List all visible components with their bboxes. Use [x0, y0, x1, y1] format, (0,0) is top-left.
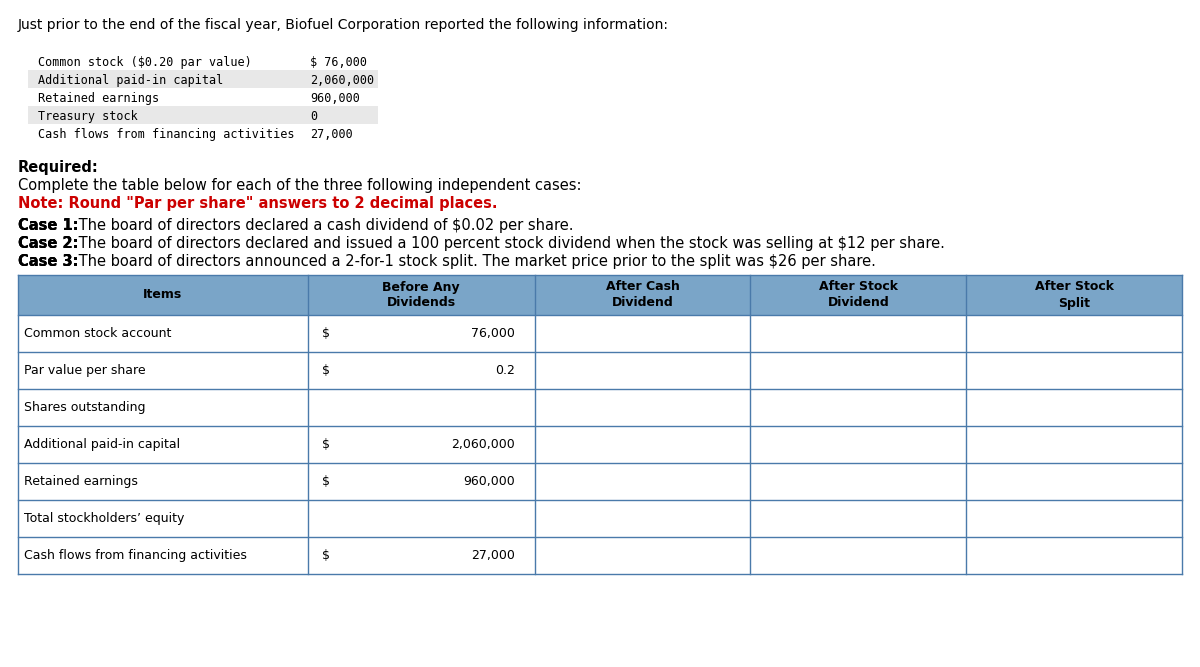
Text: 0.2: 0.2: [494, 364, 515, 377]
Text: Cash flows from financing activities: Cash flows from financing activities: [38, 128, 294, 141]
Text: Shares outstanding: Shares outstanding: [24, 401, 145, 414]
Bar: [28, 124, 378, 142]
Bar: [18, 426, 1182, 463]
Text: The board of directors announced a 2-for-1 stock split. The market price prior t: The board of directors announced a 2-for…: [74, 254, 876, 269]
Text: Additional paid-in capital: Additional paid-in capital: [24, 438, 180, 451]
Bar: [18, 537, 1182, 574]
Text: $: $: [322, 327, 330, 340]
Text: After Stock
Split: After Stock Split: [1034, 281, 1114, 309]
Text: Case 3:: Case 3:: [18, 254, 78, 269]
Text: 27,000: 27,000: [310, 128, 353, 141]
Text: Case 2:: Case 2:: [18, 236, 78, 251]
Text: Treasury stock: Treasury stock: [38, 110, 138, 123]
Text: $: $: [322, 364, 330, 377]
Text: Case 1:: Case 1:: [18, 218, 79, 233]
Text: Retained earnings: Retained earnings: [24, 475, 138, 488]
Bar: [28, 88, 378, 106]
Bar: [18, 389, 1182, 426]
Text: Just prior to the end of the fiscal year, Biofuel Corporation reported the follo: Just prior to the end of the fiscal year…: [18, 18, 670, 32]
Bar: [28, 52, 378, 70]
Text: Required:: Required:: [18, 160, 98, 175]
Bar: [18, 352, 1182, 389]
Text: 960,000: 960,000: [463, 475, 515, 488]
Text: $ 76,000: $ 76,000: [310, 56, 367, 69]
Text: Case 2:: Case 2:: [18, 236, 78, 251]
Text: 27,000: 27,000: [470, 549, 515, 562]
Text: The board of directors declared and issued a 100 percent stock dividend when the: The board of directors declared and issu…: [74, 236, 944, 251]
Text: After Stock
Dividend: After Stock Dividend: [818, 281, 898, 309]
Text: Common stock ($0.20 par value): Common stock ($0.20 par value): [38, 56, 252, 69]
Bar: [18, 275, 1182, 315]
Text: Complete the table below for each of the three following independent cases:: Complete the table below for each of the…: [18, 178, 582, 193]
Text: $: $: [322, 475, 330, 488]
Text: 0: 0: [310, 110, 317, 123]
Text: Case 2:: Case 2:: [18, 236, 78, 251]
Bar: [28, 106, 378, 124]
Text: Note: Round "Par per share" answers to 2 decimal places.: Note: Round "Par per share" answers to 2…: [18, 196, 498, 211]
Text: Common stock account: Common stock account: [24, 327, 172, 340]
Text: 2,060,000: 2,060,000: [310, 74, 374, 87]
Bar: [18, 315, 1182, 352]
Bar: [28, 70, 378, 88]
Text: Additional paid-in capital: Additional paid-in capital: [38, 74, 223, 87]
Text: Par value per share: Par value per share: [24, 364, 145, 377]
Text: Items: Items: [143, 289, 182, 301]
Text: After Cash
Dividend: After Cash Dividend: [606, 281, 679, 309]
Text: The board of directors declared a cash dividend of $0.02 per share.: The board of directors declared a cash d…: [74, 218, 574, 233]
Text: Case 1:: Case 1:: [18, 218, 79, 233]
Bar: [18, 463, 1182, 500]
Bar: [18, 500, 1182, 537]
Text: Total stockholders’ equity: Total stockholders’ equity: [24, 512, 185, 525]
Text: Before Any
Dividends: Before Any Dividends: [383, 281, 460, 309]
Text: Case 3:: Case 3:: [18, 254, 78, 269]
Text: Case 3:: Case 3:: [18, 254, 78, 269]
Text: $: $: [322, 438, 330, 451]
Text: Retained earnings: Retained earnings: [38, 92, 160, 105]
Text: 2,060,000: 2,060,000: [451, 438, 515, 451]
Text: 960,000: 960,000: [310, 92, 360, 105]
Text: $: $: [322, 549, 330, 562]
Text: Case 1:: Case 1:: [18, 218, 79, 233]
Text: 76,000: 76,000: [470, 327, 515, 340]
Text: Cash flows from financing activities: Cash flows from financing activities: [24, 549, 247, 562]
